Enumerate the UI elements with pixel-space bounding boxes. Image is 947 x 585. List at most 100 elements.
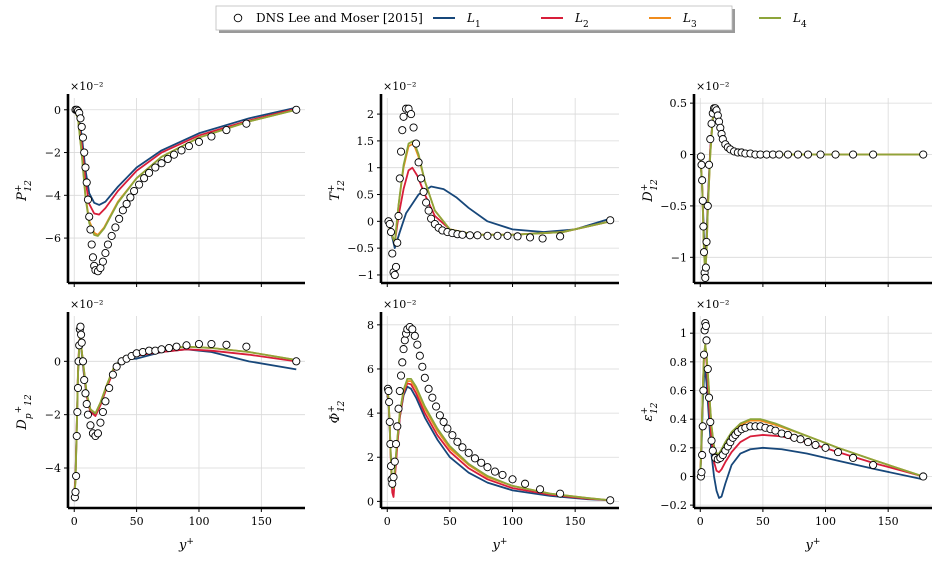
series-line-L2 xyxy=(699,112,924,269)
panel-d12: 0.5 0 −0.5 −1 ×10⁻² D+12 xyxy=(640,80,932,287)
dns-point xyxy=(87,240,96,249)
dns-point xyxy=(101,249,110,258)
y-tick-label: −4 xyxy=(45,189,61,202)
dns-point xyxy=(292,357,301,366)
series-line-L3 xyxy=(699,343,924,478)
dns-point xyxy=(702,336,711,345)
dns-point xyxy=(464,448,473,457)
dns-point xyxy=(702,237,711,246)
dns-point xyxy=(72,471,81,481)
y-tick-label: −1 xyxy=(358,269,374,282)
dns-point xyxy=(796,435,805,444)
dns-point xyxy=(408,325,417,334)
x-axis-label: y+ xyxy=(805,537,821,553)
dns-point xyxy=(419,187,428,196)
dns-point xyxy=(834,448,843,457)
y-axis-label: Dp+12 xyxy=(14,394,34,430)
dns-point xyxy=(126,193,135,202)
dns-point xyxy=(81,389,90,398)
y-tick-label: −4 xyxy=(45,462,61,475)
series-line-L2 xyxy=(699,346,924,478)
dns-point xyxy=(103,240,112,249)
dns-point xyxy=(536,485,545,494)
dns-point xyxy=(391,262,401,271)
y-tick-label: 0.6 xyxy=(670,385,688,398)
dns-point xyxy=(783,150,792,159)
y-tick-label: 2 xyxy=(367,451,374,464)
dns-point xyxy=(701,273,710,282)
dns-point xyxy=(493,231,502,240)
dns-point xyxy=(242,119,251,128)
y-tick-label: 0.8 xyxy=(670,356,688,369)
dns-point xyxy=(414,158,423,167)
dns-point xyxy=(498,470,507,479)
scale-factor: ×10⁻² xyxy=(383,298,416,311)
dns-point xyxy=(71,487,80,497)
y-tick-label: 0 xyxy=(367,495,374,508)
dns-point xyxy=(439,417,448,426)
dns-point xyxy=(157,345,166,354)
dns-point xyxy=(707,436,716,445)
x-tick-label: 100 xyxy=(815,515,836,528)
dns-point xyxy=(698,450,707,460)
dns-point xyxy=(88,253,97,262)
y-axis-label: ε+12 xyxy=(640,402,660,421)
series-line-L4 xyxy=(699,343,924,478)
dns-point xyxy=(508,475,517,484)
dns-point xyxy=(473,231,482,240)
dns-point xyxy=(107,231,116,240)
x-tick-label: 150 xyxy=(878,515,899,528)
series-line-L4 xyxy=(699,110,924,274)
dns-point xyxy=(222,126,231,135)
dns-point xyxy=(385,219,394,229)
dns-point xyxy=(194,339,204,349)
dns-point xyxy=(793,150,803,159)
y-tick-label: −6 xyxy=(45,232,61,245)
dns-point xyxy=(432,402,441,411)
y-tick-label: 0 xyxy=(680,470,687,483)
legend-label-L4: L4 xyxy=(792,11,807,30)
y-axis-label: T+12 xyxy=(327,180,347,201)
dns-point xyxy=(415,351,424,360)
series-line-L1 xyxy=(73,336,297,495)
dns-point xyxy=(164,343,174,353)
dns-point xyxy=(428,393,437,402)
dns-point xyxy=(465,231,474,240)
dns-point xyxy=(490,467,500,476)
dns-point xyxy=(93,429,102,438)
dns-point xyxy=(83,410,93,419)
panel-t12: 2 1.5 1 0.5 0 −0.5 −1 ×10⁻² T+12 xyxy=(327,80,619,287)
dns-point xyxy=(697,468,706,477)
y-tick-label: 1 xyxy=(680,327,687,340)
y-tick-label: 8 xyxy=(367,319,374,332)
dns-point xyxy=(385,417,394,426)
dns-point xyxy=(396,371,406,380)
dns-point xyxy=(393,422,402,431)
dns-point xyxy=(706,417,715,427)
dns-point xyxy=(849,453,858,462)
y-tick-label: −1 xyxy=(671,251,687,264)
y-axis-label: D+12 xyxy=(640,179,660,203)
dns-point xyxy=(869,150,878,159)
dns-point xyxy=(177,146,186,155)
legend-marker-dns xyxy=(233,13,243,23)
dns-point xyxy=(420,373,429,382)
x-tick-label: 50 xyxy=(443,515,457,528)
dns-point xyxy=(422,198,431,207)
y-tick-label: 1.5 xyxy=(357,135,375,148)
dns-point xyxy=(803,150,813,159)
dns-point xyxy=(108,370,117,379)
dns-point xyxy=(72,431,81,441)
y-axis-label: Φ+12 xyxy=(327,400,347,423)
dns-point xyxy=(399,345,408,354)
dns-point xyxy=(77,122,86,131)
dns-point xyxy=(77,338,86,347)
series-line-L1 xyxy=(699,370,924,499)
series-line-L1 xyxy=(699,112,924,259)
dns-point xyxy=(443,424,452,433)
x-axis-label: y+ xyxy=(178,537,194,553)
dns-point xyxy=(76,322,85,331)
dns-point xyxy=(391,439,401,449)
dns-point xyxy=(521,479,530,488)
